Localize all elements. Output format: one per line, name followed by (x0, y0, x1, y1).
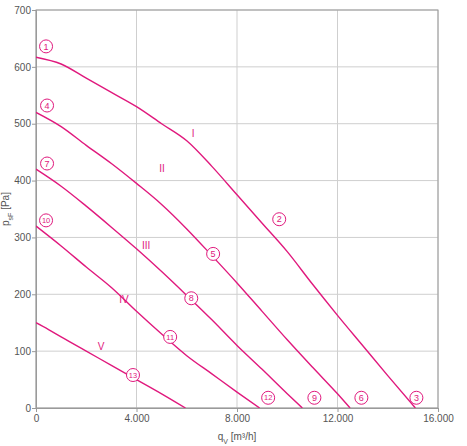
annotation: 2 (277, 214, 282, 224)
tick-label: 12.000 (323, 413, 354, 424)
tick-mark (237, 408, 238, 412)
tick-label: 200 (14, 289, 31, 300)
tick-label: 0 (25, 403, 31, 414)
annotation-circle (41, 99, 54, 112)
tick-label: 700 (14, 5, 31, 16)
tick-mark (32, 294, 36, 295)
tick-mark (32, 124, 36, 125)
tick-label: 600 (14, 62, 31, 73)
annotation-circle (262, 391, 275, 404)
annotation-circle (41, 157, 54, 170)
tick-label: 100 (14, 346, 31, 357)
annotation: 10 (42, 216, 50, 225)
fan-curve (36, 323, 185, 408)
tick-label: 500 (14, 118, 31, 129)
tick: 0 (25, 403, 36, 414)
fan-curve (36, 112, 350, 408)
tick: 16.000 (423, 408, 454, 424)
annotation-circle (126, 369, 139, 382)
annotation: 5 (211, 249, 216, 259)
tick: 0 (34, 408, 40, 424)
series-label: IV (119, 294, 129, 305)
tick-label: 400 (14, 175, 31, 186)
annotation-circle (410, 391, 423, 404)
tick-label: 0 (34, 413, 40, 424)
tick-label: 8.000 (225, 413, 250, 424)
tick-mark (137, 408, 138, 412)
tick-mark (32, 67, 36, 68)
annotation: 4 (45, 101, 50, 111)
grid-line (136, 10, 137, 408)
tick: 300 (14, 232, 36, 243)
tick: 500 (14, 118, 36, 129)
y-axis: 0 100 200 300 400 500 600 700 (14, 5, 36, 414)
annotation: 8 (189, 293, 194, 303)
series-label: III (142, 240, 150, 251)
x-axis-title: qV [m³/h] (218, 431, 257, 445)
annotation-circle (40, 214, 53, 227)
tick: 400 (14, 175, 36, 186)
tick: 600 (14, 62, 36, 73)
series-label: II (159, 163, 165, 174)
tick-mark (438, 408, 439, 412)
grid-line (337, 10, 338, 408)
annotation-circle (185, 292, 198, 305)
annotation-circle (355, 391, 368, 404)
tick: 100 (14, 346, 36, 357)
tick: 8.000 (225, 408, 250, 424)
series-label: I (192, 128, 195, 139)
tick: 12.000 (323, 408, 354, 424)
grid-line (237, 10, 238, 408)
tick: 200 (14, 289, 36, 300)
annotation: 1 (44, 42, 49, 52)
y-axis-title: psF [Pa] (0, 192, 14, 226)
annotation: 12 (264, 393, 272, 402)
plot-frame (36, 10, 438, 408)
plot: 0 4.000 8.000 12.000 16.000 0 100 200 300 400 500 6… (14, 5, 454, 424)
annotation: 6 (359, 393, 364, 403)
annotation: 3 (414, 393, 419, 403)
x-axis: 0 4.000 8.000 12.000 16.000 (34, 408, 455, 424)
annotation-circle (164, 330, 177, 343)
annotation: 7 (45, 159, 50, 169)
tick-mark (32, 351, 36, 352)
tick: 4.000 (124, 408, 149, 424)
annotation: 9 (312, 393, 317, 403)
annotation-circle (273, 213, 286, 226)
fan-curve (36, 57, 415, 408)
tick-label: 16.000 (423, 413, 454, 424)
chart: 0 4.000 8.000 12.000 16.000 0 100 200 300 400 500 6… (0, 0, 467, 446)
annotations: 12345678910111213 (40, 40, 423, 404)
annotation: 11 (166, 333, 174, 342)
tick-mark (32, 181, 36, 182)
curves (36, 57, 415, 408)
tick-mark (338, 408, 339, 412)
axis-line (32, 11, 37, 409)
axis-line (37, 409, 439, 413)
annotation: 13 (129, 371, 137, 380)
tick-mark (32, 10, 36, 11)
tick-label: 300 (14, 232, 31, 243)
fan-curve (36, 169, 302, 408)
series-label: V (98, 341, 105, 352)
grid (36, 10, 438, 408)
tick: 700 (14, 5, 36, 16)
tick-mark (32, 408, 36, 409)
annotation-circle (207, 247, 220, 260)
tick-label: 4.000 (124, 413, 149, 424)
tick-mark (32, 237, 36, 238)
series-labels: IIIIIIIVV (98, 128, 195, 352)
fan-curve (36, 226, 260, 408)
annotation-circle (40, 40, 53, 53)
annotation-circle (308, 391, 321, 404)
